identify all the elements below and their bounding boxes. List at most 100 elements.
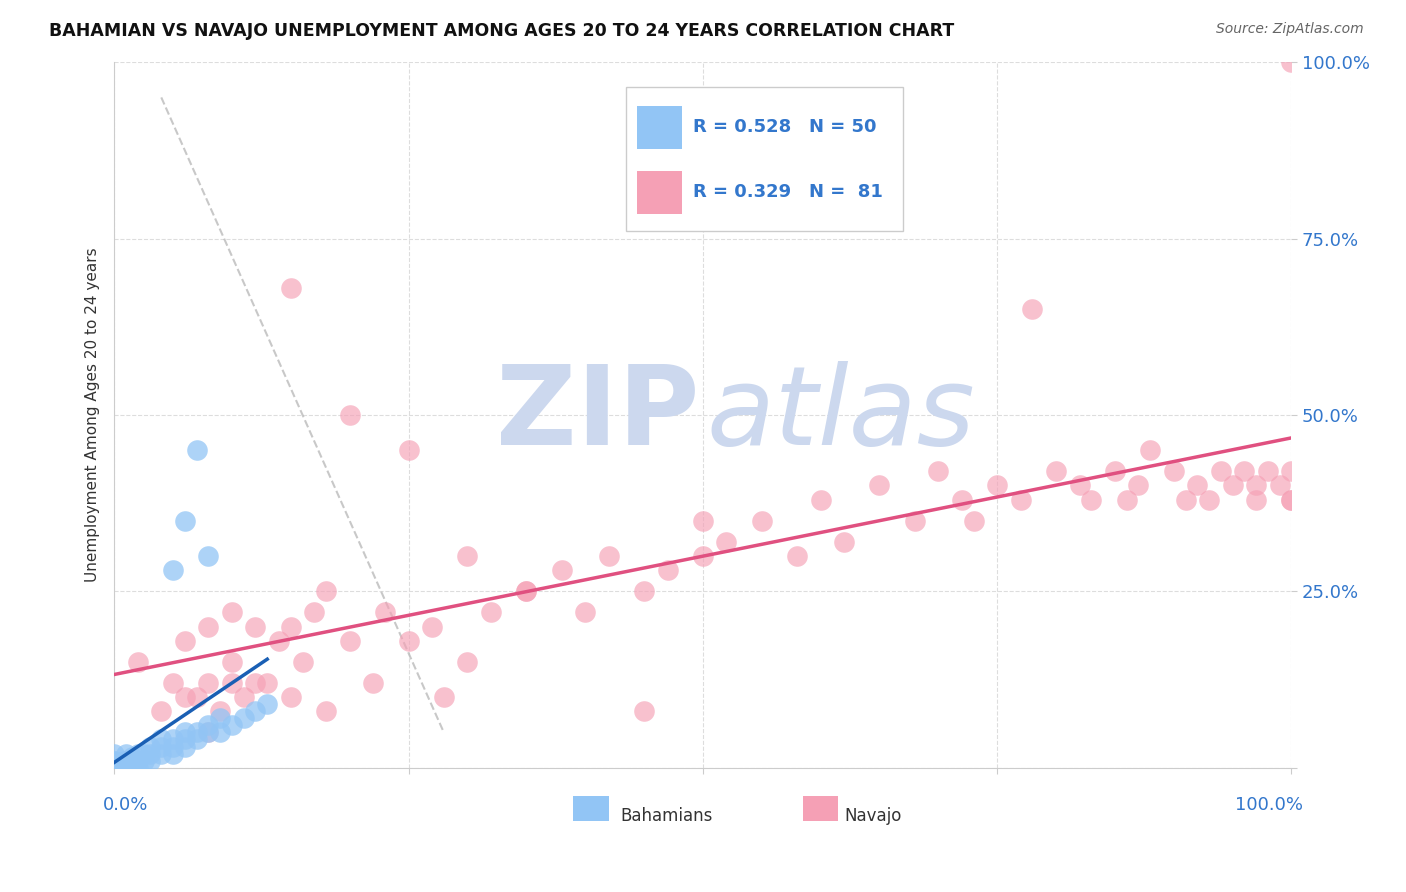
Point	[103, 761, 125, 775]
Point	[197, 718, 219, 732]
Point	[751, 514, 773, 528]
Point	[1244, 492, 1267, 507]
Point	[456, 655, 478, 669]
Point	[138, 739, 160, 754]
Point	[339, 408, 361, 422]
Point	[127, 747, 149, 761]
Point	[339, 633, 361, 648]
Point	[245, 704, 267, 718]
Point	[315, 704, 337, 718]
Point	[374, 606, 396, 620]
Point	[127, 655, 149, 669]
Point	[986, 478, 1008, 492]
Point	[115, 761, 138, 775]
Point	[1281, 55, 1303, 70]
Point	[221, 718, 243, 732]
Text: Bahamians: Bahamians	[620, 806, 713, 824]
Point	[121, 754, 143, 768]
Point	[221, 655, 243, 669]
Point	[150, 704, 173, 718]
Text: 0.0%: 0.0%	[103, 796, 148, 814]
Point	[1187, 478, 1209, 492]
Point	[1257, 464, 1279, 478]
Text: atlas: atlas	[706, 361, 974, 468]
Point	[209, 725, 232, 739]
Point	[209, 711, 232, 725]
Point	[1174, 492, 1197, 507]
Point	[186, 725, 208, 739]
Point	[1244, 478, 1267, 492]
Point	[103, 755, 125, 769]
Point	[103, 757, 125, 772]
Point	[633, 584, 655, 599]
Point	[962, 514, 984, 528]
Point	[112, 754, 135, 768]
Point	[1163, 464, 1185, 478]
Point	[1281, 492, 1303, 507]
Point	[209, 704, 232, 718]
Point	[127, 761, 149, 775]
Text: 100.0%: 100.0%	[1236, 796, 1303, 814]
Point	[267, 633, 290, 648]
Point	[197, 549, 219, 563]
Point	[904, 514, 927, 528]
Point	[256, 697, 278, 711]
Point	[786, 549, 808, 563]
Point	[832, 535, 855, 549]
Point	[138, 747, 160, 761]
Point	[633, 704, 655, 718]
Point	[1281, 492, 1303, 507]
Point	[103, 761, 125, 775]
Point	[1198, 492, 1220, 507]
Point	[1080, 492, 1102, 507]
Point	[232, 711, 254, 725]
Point	[132, 747, 155, 761]
Point	[162, 563, 184, 577]
Point	[103, 754, 125, 768]
Text: ZIP: ZIP	[496, 361, 699, 468]
Point	[103, 761, 125, 775]
Point	[692, 514, 714, 528]
Point	[1010, 492, 1032, 507]
Point	[810, 492, 832, 507]
Point	[692, 549, 714, 563]
Point	[173, 739, 195, 754]
Point	[173, 732, 195, 747]
Point	[1115, 492, 1137, 507]
Point	[103, 747, 125, 761]
Point	[1268, 478, 1291, 492]
Point	[115, 747, 138, 761]
Point	[173, 633, 195, 648]
Point	[103, 754, 125, 768]
Point	[103, 757, 125, 772]
Point	[420, 619, 443, 633]
Point	[291, 655, 314, 669]
Point	[150, 739, 173, 754]
Point	[657, 563, 679, 577]
Point	[456, 549, 478, 563]
Point	[479, 606, 502, 620]
Point	[550, 563, 572, 577]
Point	[186, 732, 208, 747]
Y-axis label: Unemployment Among Ages 20 to 24 years: Unemployment Among Ages 20 to 24 years	[86, 248, 100, 582]
Point	[256, 676, 278, 690]
Point	[1104, 464, 1126, 478]
Point	[115, 757, 138, 772]
Point	[515, 584, 537, 599]
Point	[162, 739, 184, 754]
Point	[197, 676, 219, 690]
Point	[1209, 464, 1232, 478]
Point	[1233, 464, 1256, 478]
Point	[1045, 464, 1067, 478]
Point	[173, 514, 195, 528]
Point	[221, 606, 243, 620]
Point	[398, 443, 420, 458]
Text: Source: ZipAtlas.com: Source: ZipAtlas.com	[1216, 22, 1364, 37]
Point	[1021, 302, 1043, 317]
Point	[574, 606, 596, 620]
Point	[221, 676, 243, 690]
Point	[950, 492, 973, 507]
Point	[1069, 478, 1091, 492]
Point	[868, 478, 890, 492]
Point	[197, 619, 219, 633]
